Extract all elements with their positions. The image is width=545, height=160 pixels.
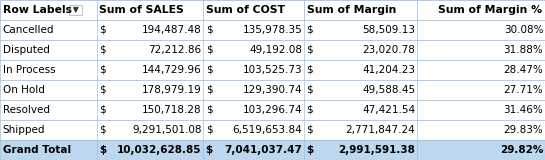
Text: 103,296.74: 103,296.74 — [243, 105, 302, 115]
Bar — [69, 5, 82, 15]
Text: $: $ — [206, 145, 213, 155]
Bar — [0, 80, 545, 100]
Text: 31.88%: 31.88% — [504, 45, 543, 55]
Text: $: $ — [306, 85, 313, 95]
Bar — [0, 140, 545, 160]
Text: 31.46%: 31.46% — [504, 105, 543, 115]
Text: Sum of COST: Sum of COST — [206, 5, 284, 15]
Text: 29.83%: 29.83% — [504, 125, 543, 135]
Text: 72,212.86: 72,212.86 — [148, 45, 201, 55]
Text: $: $ — [306, 105, 313, 115]
Bar — [0, 100, 545, 120]
Text: $: $ — [99, 85, 106, 95]
Text: 144,729.96: 144,729.96 — [142, 65, 201, 75]
Bar — [0, 60, 545, 80]
Text: $: $ — [99, 125, 106, 135]
Text: $: $ — [99, 105, 106, 115]
Text: $: $ — [306, 125, 313, 135]
Text: Sum of Margin %: Sum of Margin % — [438, 5, 542, 15]
Text: Resolved: Resolved — [3, 105, 50, 115]
Text: 10,032,628.85: 10,032,628.85 — [117, 145, 201, 155]
Text: 7,041,037.47: 7,041,037.47 — [225, 145, 302, 155]
Text: Disputed: Disputed — [3, 45, 50, 55]
Text: Shipped: Shipped — [3, 125, 45, 135]
Text: Grand Total: Grand Total — [3, 145, 71, 155]
Text: 103,525.73: 103,525.73 — [243, 65, 302, 75]
Text: $: $ — [99, 145, 107, 155]
Text: $: $ — [99, 45, 106, 55]
Text: $: $ — [306, 45, 313, 55]
Text: $: $ — [206, 105, 213, 115]
Text: $: $ — [206, 45, 213, 55]
Text: 129,390.74: 129,390.74 — [243, 85, 302, 95]
Text: 58,509.13: 58,509.13 — [362, 25, 415, 35]
Text: $: $ — [206, 85, 213, 95]
Text: 135,978.35: 135,978.35 — [243, 25, 302, 35]
Text: 47,421.54: 47,421.54 — [362, 105, 415, 115]
Text: 27.71%: 27.71% — [504, 85, 543, 95]
Text: 194,487.48: 194,487.48 — [142, 25, 201, 35]
Text: $: $ — [306, 25, 313, 35]
Text: Sum of Margin: Sum of Margin — [306, 5, 396, 15]
Text: 178,979.19: 178,979.19 — [142, 85, 201, 95]
Text: 29.82%: 29.82% — [500, 145, 543, 155]
Text: 2,991,591.38: 2,991,591.38 — [338, 145, 415, 155]
Text: 23,020.78: 23,020.78 — [362, 45, 415, 55]
Text: On Hold: On Hold — [3, 85, 45, 95]
Text: ▼: ▼ — [73, 7, 78, 13]
Text: $: $ — [99, 25, 106, 35]
Text: 150,718.28: 150,718.28 — [142, 105, 201, 115]
Text: Cancelled: Cancelled — [3, 25, 54, 35]
Text: 2,771,847.24: 2,771,847.24 — [346, 125, 415, 135]
Text: $: $ — [99, 65, 106, 75]
Bar — [0, 0, 545, 20]
Text: 28.47%: 28.47% — [504, 65, 543, 75]
Text: $: $ — [206, 25, 213, 35]
Text: ▼: ▼ — [72, 5, 78, 15]
Text: $: $ — [306, 145, 314, 155]
Text: $: $ — [206, 125, 213, 135]
Text: 49,192.08: 49,192.08 — [249, 45, 302, 55]
Text: 6,519,653.84: 6,519,653.84 — [233, 125, 302, 135]
Text: Row Labels: Row Labels — [3, 5, 72, 15]
Text: 30.08%: 30.08% — [504, 25, 543, 35]
Bar — [0, 40, 545, 60]
Text: Sum of SALES: Sum of SALES — [99, 5, 184, 15]
Text: In Process: In Process — [3, 65, 56, 75]
Text: 41,204.23: 41,204.23 — [362, 65, 415, 75]
Text: 9,291,501.08: 9,291,501.08 — [132, 125, 201, 135]
Text: $: $ — [306, 65, 313, 75]
Bar — [0, 120, 545, 140]
Text: 49,588.45: 49,588.45 — [362, 85, 415, 95]
Bar — [0, 20, 545, 40]
Text: $: $ — [206, 65, 213, 75]
